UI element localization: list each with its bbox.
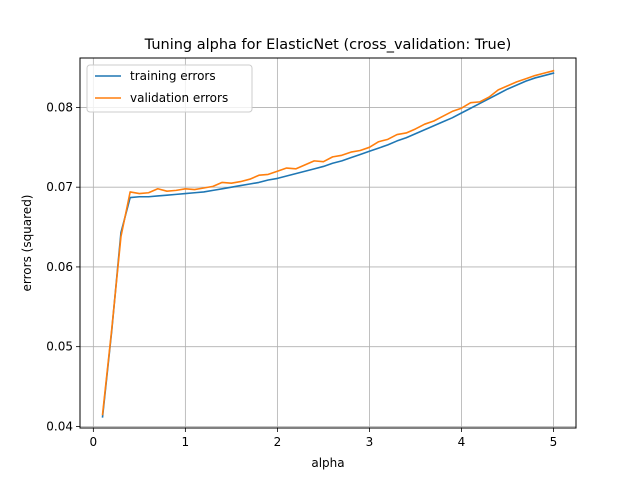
y-tick-label: 0.04: [46, 419, 73, 433]
x-axis-label: alpha: [311, 456, 344, 470]
y-axis-label: errors (squared): [20, 195, 34, 292]
x-tick-label: 5: [550, 435, 558, 449]
legend-box: [86, 64, 253, 113]
legend: training errors validation errors: [86, 64, 253, 113]
x-tick-label: 1: [182, 435, 190, 449]
y-tick-label: 0.05: [46, 340, 73, 354]
legend-label-validation: validation errors: [130, 91, 228, 105]
y-tick-label: 0.07: [46, 180, 73, 194]
x-tick-label: 0: [90, 435, 98, 449]
x-tick-label: 4: [458, 435, 466, 449]
plot-frame: [79, 57, 577, 429]
legend-label-training: training errors: [130, 69, 216, 83]
chart-title: Tuning alpha for ElasticNet (cross_valid…: [144, 37, 512, 53]
plot-area: [80, 58, 576, 428]
validation-errors-line: [101, 69, 555, 416]
y-tick-label: 0.08: [46, 100, 73, 114]
grid-lines: [80, 58, 576, 428]
x-tick-label: 3: [366, 435, 374, 449]
series-lines: [101, 69, 555, 418]
training-errors-line: [101, 72, 555, 418]
y-tick-label: 0.06: [46, 260, 73, 274]
x-tick-label: 2: [274, 435, 282, 449]
axis-ticks: 0 1 2 3 4 5 0.04 0.05 0.06 0.07 0.08: [46, 100, 557, 449]
